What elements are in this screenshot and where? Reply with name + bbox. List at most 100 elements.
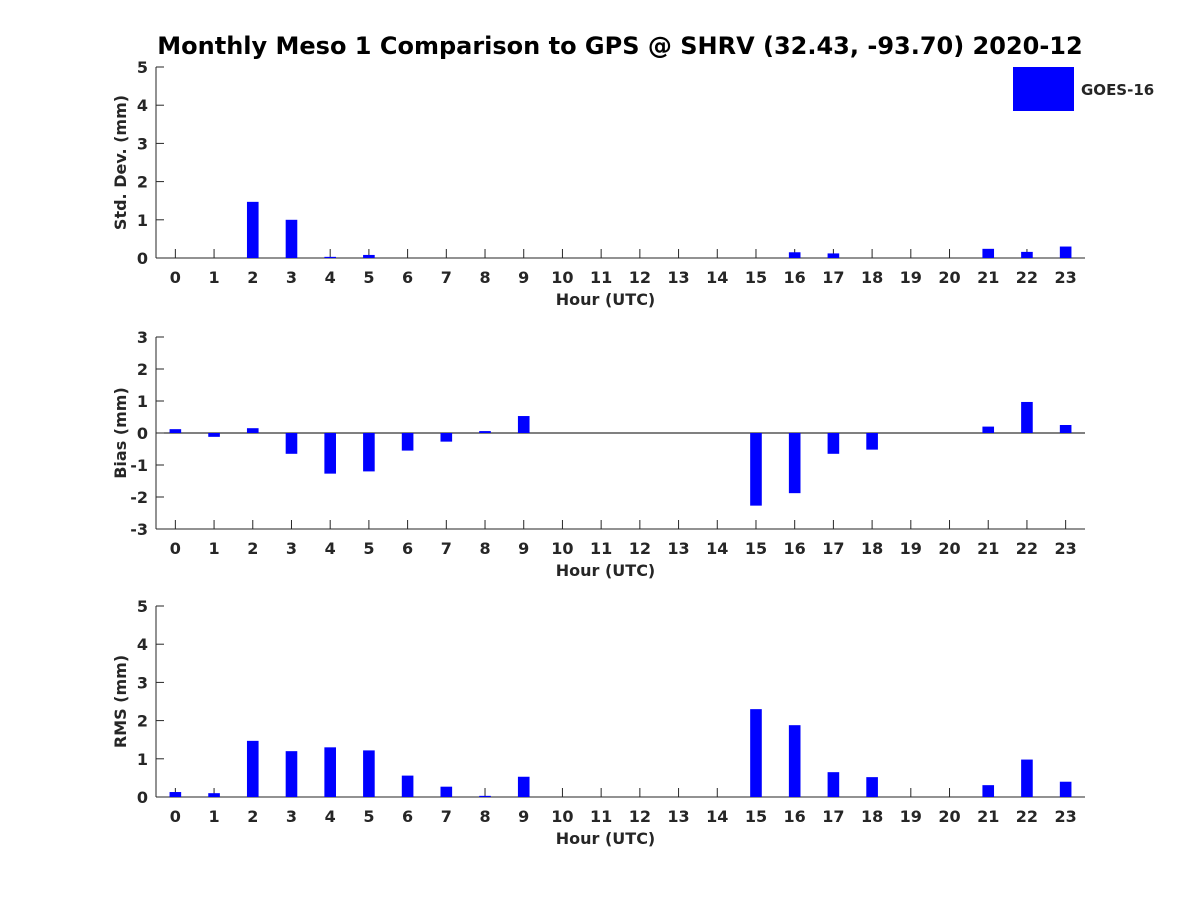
y-tick-label: 0 [137,249,148,268]
bar [285,433,298,454]
x-tick-label: 17 [822,807,844,826]
y-axis-label: RMS (mm) [111,655,130,748]
x-tick-label: 13 [667,539,689,558]
bar [169,429,182,433]
y-tick-label: 3 [137,328,148,347]
bar [788,252,801,258]
bar [324,256,336,258]
x-tick-label: 15 [745,268,767,287]
x-tick-label: 16 [784,539,806,558]
x-axis-label: Hour (UTC) [556,561,656,580]
bar [208,793,220,797]
x-tick-label: 7 [441,268,452,287]
bar [285,219,298,258]
x-tick-label: 19 [900,268,922,287]
y-tick-label: 4 [137,635,148,654]
bar [246,428,259,433]
x-tick-label: 14 [706,268,728,287]
y-tick-label: 0 [137,424,148,443]
bar [982,248,995,258]
x-tick-label: 0 [170,807,181,826]
bar [401,433,414,451]
x-tick-label: 15 [745,539,767,558]
legend-label: GOES-16 [1081,81,1154,99]
bar [363,433,375,472]
y-tick-label: 3 [137,134,148,153]
legend-swatch [1013,67,1074,111]
x-tick-label: 19 [900,539,922,558]
bar [401,775,414,797]
x-tick-label: 14 [706,807,728,826]
bar [982,785,995,797]
y-tick-label: -3 [130,520,148,539]
bar [827,772,840,797]
x-tick-label: 15 [745,807,767,826]
x-tick-label: 21 [977,268,999,287]
x-tick-label: 20 [938,539,960,558]
x-tick-label: 1 [208,807,219,826]
bar [169,792,182,797]
y-tick-label: 2 [137,712,148,731]
x-tick-label: 3 [286,539,297,558]
x-tick-label: 6 [402,539,413,558]
x-tick-label: 6 [402,807,413,826]
bar [440,786,453,797]
bar [324,433,336,474]
x-tick-label: 8 [479,268,490,287]
bar [866,433,878,450]
bar [1059,425,1072,433]
x-tick-label: 22 [1016,268,1038,287]
x-tick-label: 10 [551,539,573,558]
bar [866,777,878,797]
x-tick-label: 9 [518,807,529,826]
x-tick-label: 10 [551,268,573,287]
x-tick-label: 9 [518,268,529,287]
x-tick-label: 4 [325,539,336,558]
x-tick-label: 7 [441,539,452,558]
bar [246,201,259,258]
x-tick-label: 12 [629,539,651,558]
x-tick-label: 3 [286,807,297,826]
y-tick-label: 4 [137,96,148,115]
chart-title: Monthly Meso 1 Comparison to GPS @ SHRV … [157,32,1082,60]
bar [827,433,840,454]
y-tick-label: 0 [137,788,148,807]
bar [363,750,375,797]
x-tick-label: 14 [706,539,728,558]
x-tick-label: 0 [170,539,181,558]
y-tick-label: 5 [137,58,148,77]
x-tick-label: 11 [590,268,612,287]
y-tick-label: -2 [130,488,148,507]
x-axis-label: Hour (UTC) [556,829,656,848]
x-tick-label: 23 [1055,268,1077,287]
x-tick-label: 1 [208,539,219,558]
bar [363,254,375,258]
x-tick-label: 22 [1016,807,1038,826]
x-tick-label: 19 [900,807,922,826]
bar [479,795,491,797]
y-tick-label: 1 [137,211,148,230]
bar [750,433,762,506]
y-tick-label: 2 [137,360,148,379]
x-tick-label: 2 [247,268,258,287]
bar [479,431,491,433]
x-tick-label: 23 [1055,807,1077,826]
x-tick-label: 17 [822,268,844,287]
y-axis-label: Bias (mm) [111,387,130,479]
x-tick-label: 0 [170,268,181,287]
x-tick-label: 10 [551,807,573,826]
x-tick-label: 20 [938,268,960,287]
x-tick-label: 4 [325,807,336,826]
x-axis-label: Hour (UTC) [556,290,656,309]
bar [827,253,840,258]
x-tick-label: 9 [518,539,529,558]
x-tick-label: 3 [286,268,297,287]
bar [750,709,762,797]
bar [788,433,801,494]
bar [517,416,530,433]
bar [517,776,530,797]
